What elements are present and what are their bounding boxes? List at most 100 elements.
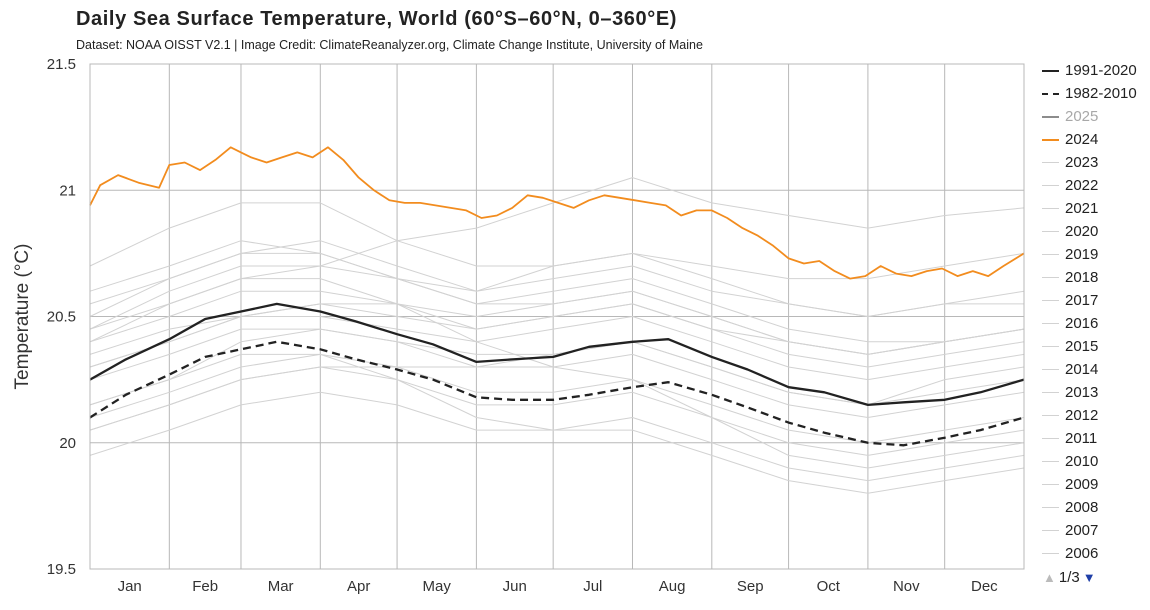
series-line-2019 (89, 240, 1025, 317)
plot-frame (89, 63, 1025, 570)
pager-down-arrow-icon[interactable]: ▼ (1082, 570, 1096, 585)
series-line-2016 (89, 202, 1024, 317)
legend-label: 2013 (1065, 383, 1099, 401)
legend-item-2006[interactable]: 2006 (1042, 542, 1148, 565)
legend-label: 2008 (1065, 498, 1099, 516)
legend-swatch (1042, 438, 1059, 439)
x-tick-label: Jul (583, 578, 602, 595)
series-line-1982-2010 (89, 340, 1025, 447)
legend-label: 2019 (1065, 245, 1099, 263)
legend-swatch (1042, 231, 1059, 232)
series-line-2006 (89, 366, 1025, 456)
legend-label: 2023 (1065, 153, 1099, 171)
legend-swatch (1042, 300, 1059, 301)
legend-swatch (1042, 185, 1059, 186)
legend-swatch (1042, 415, 1059, 416)
grid-lines (90, 63, 1024, 570)
legend-item-2015[interactable]: 2015 (1042, 335, 1148, 358)
y-tick-label: 20 (59, 435, 76, 452)
legend-item-1991-2020[interactable]: 1991-2020 (1042, 59, 1148, 82)
legend-label: 2018 (1065, 268, 1099, 286)
legend-swatch (1042, 507, 1059, 508)
legend-item-2016[interactable]: 2016 (1042, 312, 1148, 335)
legend-item-2022[interactable]: 2022 (1042, 174, 1148, 197)
x-tick-label: Nov (893, 578, 920, 595)
legend-swatch (1042, 346, 1059, 347)
legend-item-1982-2010[interactable]: 1982-2010 (1042, 82, 1148, 105)
legend-swatch (1042, 530, 1059, 531)
legend-item-2009[interactable]: 2009 (1042, 473, 1148, 496)
legend-item-2020[interactable]: 2020 (1042, 220, 1148, 243)
series-line-2024 (89, 146, 1025, 280)
legend-swatch (1042, 162, 1059, 163)
series-line-1991-2020 (89, 302, 1025, 407)
x-tick-label: Aug (659, 578, 686, 595)
x-tick-label: Feb (192, 578, 218, 595)
y-axis-label: Temperature (°C) (12, 244, 33, 390)
legend-swatch (1042, 92, 1059, 95)
legend-swatch (1042, 254, 1059, 255)
legend-label: 1982-2010 (1065, 84, 1137, 102)
legend-swatch (1042, 69, 1059, 72)
x-tick-label: Sep (737, 578, 764, 595)
legend-swatch (1042, 461, 1059, 462)
legend-item-2021[interactable]: 2021 (1042, 197, 1148, 220)
series-line-2018 (89, 290, 1025, 355)
series-line-2010 (89, 278, 1025, 469)
legend-label: 2009 (1065, 475, 1099, 493)
y-tick-label: 21.5 (47, 56, 76, 73)
legend-item-2010[interactable]: 2010 (1042, 450, 1148, 473)
series-line-2023 (89, 177, 1025, 330)
y-tick-label: 21 (59, 182, 76, 199)
series-line-2015 (89, 252, 1025, 330)
x-tick-label: Dec (971, 578, 998, 595)
chart-subtitle: Dataset: NOAA OISST V2.1 | Image Credit:… (76, 38, 703, 52)
legend-label: 2012 (1065, 406, 1099, 424)
legend-item-2011[interactable]: 2011 (1042, 427, 1148, 450)
legend-swatch (1042, 323, 1059, 324)
legend-item-2025[interactable]: 2025 (1042, 105, 1148, 128)
legend-label: 2007 (1065, 521, 1099, 539)
legend-item-2018[interactable]: 2018 (1042, 266, 1148, 289)
x-tick-label: Jun (503, 578, 527, 595)
pager-up-arrow-icon[interactable]: ▲ (1043, 570, 1056, 585)
legend-item-2019[interactable]: 2019 (1042, 243, 1148, 266)
legend-swatch (1042, 115, 1059, 118)
x-tick-label: Apr (347, 578, 370, 595)
legend-item-2007[interactable]: 2007 (1042, 519, 1148, 542)
legend-label: 1991-2020 (1065, 61, 1137, 79)
legend: 1991-2020 1982-2010 2025 2024 2023 2022 2021 20… (1042, 59, 1148, 565)
legend-item-2008[interactable]: 2008 (1042, 496, 1148, 519)
legend-label: 2022 (1065, 176, 1099, 194)
legend-label: 2020 (1065, 222, 1099, 240)
x-tick-label: May (423, 578, 452, 595)
x-tick-label: Jan (118, 578, 142, 595)
chart-title: Daily Sea Surface Temperature, World (60… (76, 8, 678, 30)
legend-item-2013[interactable]: 2013 (1042, 381, 1148, 404)
series-line-2008 (89, 391, 1025, 482)
legend-label: 2011 (1065, 429, 1098, 447)
legend-swatch (1042, 392, 1059, 393)
legend-swatch (1042, 208, 1059, 209)
legend-swatch (1042, 277, 1059, 278)
legend-item-2024[interactable]: 2024 (1042, 128, 1148, 151)
series-lines (89, 146, 1025, 494)
x-tick-label: Oct (817, 578, 841, 595)
legend-label: 2006 (1065, 544, 1099, 562)
series-line-2013 (89, 328, 1025, 406)
legend-item-2023[interactable]: 2023 (1042, 151, 1148, 174)
legend-label: 2025 (1065, 107, 1099, 125)
legend-item-2012[interactable]: 2012 (1042, 404, 1148, 427)
x-tick-label: Mar (268, 578, 294, 595)
legend-label: 2015 (1065, 337, 1099, 355)
legend-item-2014[interactable]: 2014 (1042, 358, 1148, 381)
y-tick-label: 20.5 (47, 309, 76, 326)
legend-item-2017[interactable]: 2017 (1042, 289, 1148, 312)
legend-label: 2016 (1065, 314, 1099, 332)
axis-labels: 19.5 20 20.5 21 21.5 Jan Feb Mar Apr May Jun Jul Aug… (47, 56, 998, 595)
legend-label: 2010 (1065, 452, 1099, 470)
legend-swatch (1042, 484, 1059, 485)
legend-swatch (1042, 553, 1059, 554)
legend-label: 2014 (1065, 360, 1099, 378)
